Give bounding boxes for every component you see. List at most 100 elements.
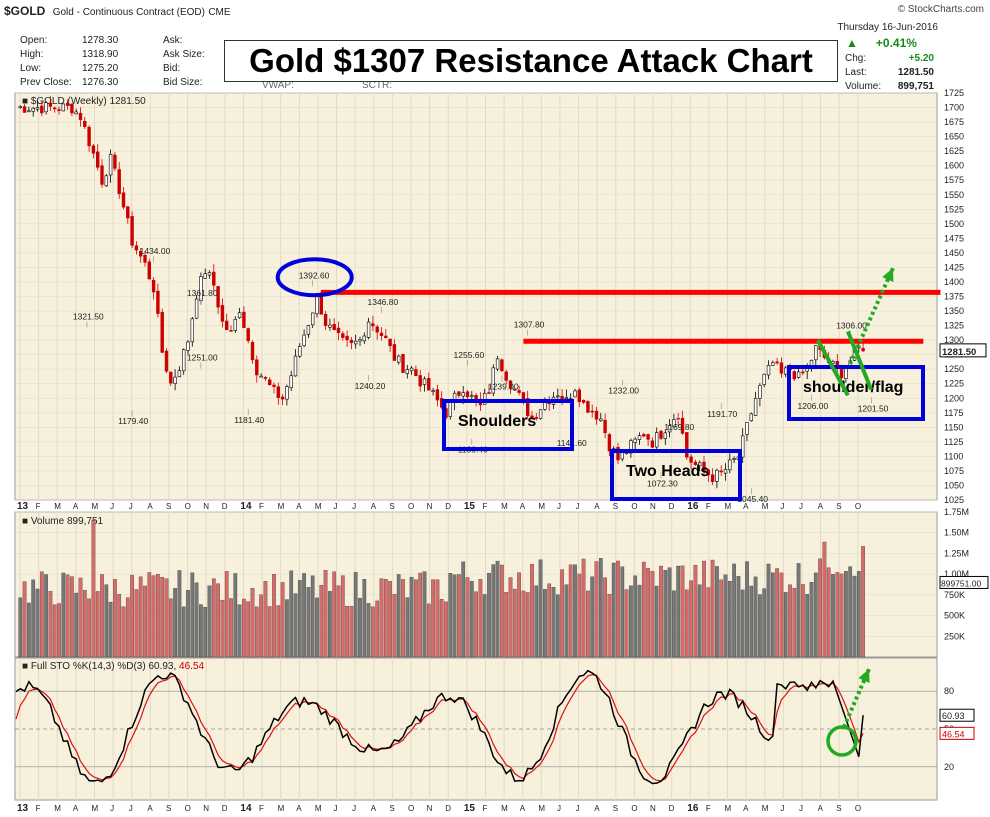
volume-bar [121, 606, 126, 658]
sto-up-arrow-head [858, 669, 870, 683]
x-tick-label-bottom: O [408, 804, 414, 813]
candle-body [719, 470, 723, 473]
candle-body [521, 392, 526, 400]
candle-body [607, 434, 612, 452]
x-tick-label-bottom: J [129, 804, 133, 813]
candle-body [289, 375, 293, 388]
volume-bar [831, 574, 835, 658]
volume-bar [289, 570, 294, 658]
volume-bar [560, 569, 564, 658]
x-tick-label-bottom: A [296, 804, 302, 813]
price-y-tick: 1725 [944, 88, 964, 98]
volume-bar [512, 588, 517, 658]
candle-body [233, 318, 237, 331]
volume-bar [581, 558, 586, 658]
volume-bar [753, 576, 758, 658]
volume-bar [534, 585, 539, 658]
volume-bar [418, 572, 423, 658]
price-label: 1232.00 [608, 386, 639, 396]
chg-label: Chg: [845, 53, 867, 64]
x-tick-label-bottom: F [36, 804, 41, 813]
x-tick-label: M [501, 502, 508, 511]
candle-body [366, 321, 371, 338]
candle-body [594, 410, 599, 420]
candle-body [414, 369, 418, 377]
price-label: 1346.80 [368, 297, 399, 307]
right-values: +5.20 1281.50 899,751 [880, 52, 934, 94]
volume-bar [457, 574, 461, 658]
price-y-tick: 1325 [944, 321, 964, 331]
candle-body [715, 469, 719, 482]
x-tick-label: J [129, 502, 133, 511]
price-y-tick: 1400 [944, 277, 964, 287]
candle-body [491, 367, 495, 394]
x-tick-label-bottom: J [352, 804, 356, 813]
volume-bar [667, 567, 672, 658]
x-tick-label-bottom: S [166, 804, 171, 813]
candle-body [392, 344, 397, 361]
volume-bar [525, 592, 530, 658]
volume-bar [637, 584, 642, 658]
price-target-arrow-head [882, 268, 894, 282]
volume-bar [220, 600, 225, 658]
volume-bar [259, 594, 263, 658]
x-tick-label: M [54, 502, 61, 511]
volume-bar [727, 581, 732, 658]
x-tick-label-bottom: A [73, 804, 79, 813]
volume-bar [246, 601, 251, 658]
x-tick-label-bottom: M [501, 804, 508, 813]
price-y-tick: 1375 [944, 292, 964, 302]
volume-bar [586, 590, 590, 658]
candle-body [225, 320, 229, 331]
candle-body [706, 469, 711, 476]
x-tick-label: J [334, 502, 338, 511]
candle-body [431, 390, 435, 392]
volume-bar [104, 584, 109, 658]
price-label: 1251.00 [187, 353, 218, 363]
volume-bar [82, 590, 87, 658]
x-tick-label: A [594, 502, 600, 511]
candle-body [517, 390, 521, 393]
volume-bar [95, 591, 100, 658]
volume-bar [44, 574, 48, 658]
candle-body [482, 393, 487, 405]
candle-body [375, 326, 379, 333]
volume-bar [663, 570, 668, 658]
volume-bar [52, 604, 57, 658]
candle-body [285, 386, 289, 400]
x-tick-label-bottom: O [855, 804, 861, 813]
volume-bar [117, 594, 122, 658]
volume-bar [809, 582, 814, 658]
two-heads-box [610, 449, 742, 501]
candle-body [779, 362, 784, 374]
candle-body [100, 165, 104, 185]
candle-body [586, 401, 590, 413]
x-tick-label-bottom: J [110, 804, 114, 813]
candle-body [861, 348, 865, 352]
volume-bar [779, 572, 784, 658]
volume-bar [538, 559, 543, 658]
x-tick-label-bottom: 14 [240, 803, 252, 814]
candle-body [70, 103, 74, 114]
volume-bar [272, 574, 276, 658]
volume-bar [250, 588, 255, 658]
candle-body [418, 375, 422, 387]
candle-body [203, 273, 207, 279]
candle-body [113, 154, 117, 169]
x-tick-label-bottom: J [334, 804, 338, 813]
volume-bar [616, 560, 620, 658]
candle-body [78, 112, 83, 120]
volume-bar [306, 587, 311, 658]
x-tick-label: F [482, 502, 487, 511]
chart-title-box: Gold $1307 Resistance Attack Chart [224, 40, 838, 82]
candle-body [728, 459, 732, 471]
candle-body [207, 272, 212, 276]
volume-bar [87, 598, 91, 658]
price-label: 1179.40 [118, 416, 148, 426]
x-tick-label: J [557, 502, 561, 511]
candle-body [169, 371, 173, 384]
candle-body [44, 102, 48, 113]
candle-body [182, 349, 186, 372]
volume-bar [469, 581, 474, 658]
volume-bar [61, 572, 66, 658]
